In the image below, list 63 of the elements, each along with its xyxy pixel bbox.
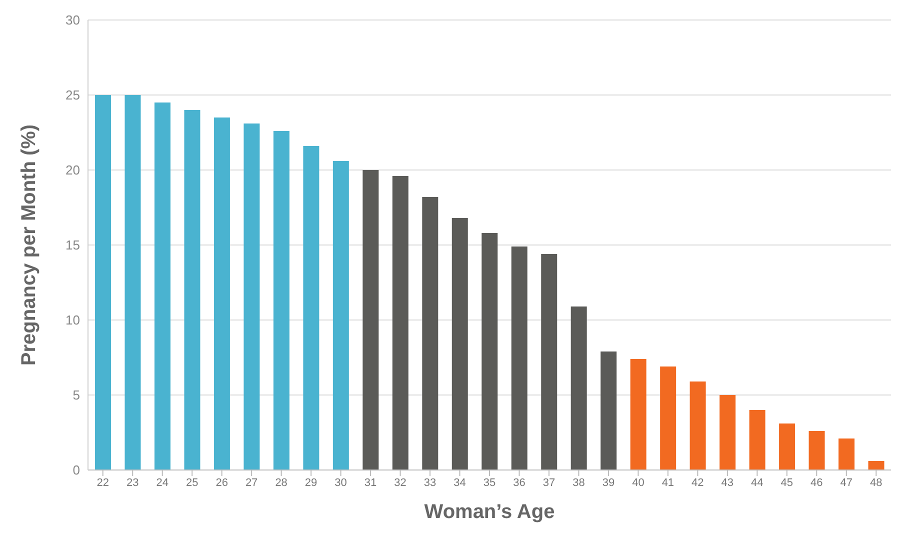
bar	[511, 246, 528, 470]
x-tick-label: 25	[186, 476, 198, 489]
y-tick-label: 20	[66, 162, 80, 178]
bar	[332, 161, 349, 470]
x-tick-label: 32	[394, 476, 406, 489]
x-tick-label: 26	[216, 476, 228, 489]
x-tick-label: 29	[304, 476, 318, 489]
x-tick-label: 38	[572, 476, 585, 489]
bar	[124, 95, 141, 470]
bar	[749, 410, 766, 470]
x-tick-label: 35	[483, 476, 496, 489]
y-tick-label: 30	[66, 12, 80, 28]
x-tick-label: 31	[364, 476, 377, 489]
bar	[630, 359, 646, 470]
x-tick-label: 30	[334, 476, 347, 489]
x-tick-label: 23	[126, 476, 139, 489]
bar	[95, 95, 111, 470]
y-tick-label: 25	[66, 88, 80, 103]
x-tick-label: 39	[602, 476, 615, 489]
x-tick-label: 46	[810, 476, 823, 489]
x-tick-label: 44	[751, 476, 764, 489]
x-tick-label: 28	[275, 476, 288, 489]
x-tick-label: 43	[721, 476, 734, 489]
x-tick-label: 22	[96, 476, 109, 489]
x-tick-label: 41	[662, 476, 674, 489]
x-axis-title: Woman’s Age	[424, 501, 555, 523]
y-tick-label: 0	[72, 462, 80, 478]
bar	[154, 102, 170, 470]
bar	[720, 395, 736, 470]
bar	[303, 146, 320, 470]
x-tick-label: 27	[245, 476, 258, 489]
x-tick-label: 40	[632, 476, 644, 489]
x-tick-label: 45	[780, 476, 794, 489]
y-tick-label: 5	[72, 388, 80, 403]
bar	[808, 431, 825, 470]
bar	[570, 306, 587, 470]
bar	[452, 218, 468, 470]
bar	[184, 110, 200, 470]
bar	[660, 366, 676, 470]
x-tick-label: 42	[692, 476, 704, 489]
y-tick-label: 10	[66, 312, 80, 328]
bar	[392, 176, 408, 470]
x-tick-label: 33	[424, 476, 436, 489]
bar	[600, 352, 617, 470]
y-axis-title: Pregnancy per Month (%)	[18, 124, 40, 366]
bar	[868, 461, 884, 470]
bar	[541, 254, 558, 470]
x-tick-label: 36	[513, 476, 526, 489]
bar	[779, 424, 796, 470]
x-tick-label: 48	[870, 476, 882, 489]
bar	[690, 382, 706, 470]
bar	[273, 131, 290, 470]
bar	[244, 124, 260, 470]
x-tick-label: 24	[156, 476, 168, 489]
y-tick-label: 15	[66, 238, 80, 253]
bar	[214, 118, 230, 470]
x-tick-label: 47	[840, 476, 853, 489]
x-tick-label: 34	[454, 476, 466, 489]
bar	[362, 170, 379, 470]
x-tick-label: 37	[542, 476, 556, 489]
bar	[838, 438, 855, 470]
bar	[422, 197, 438, 470]
bar	[482, 233, 498, 470]
